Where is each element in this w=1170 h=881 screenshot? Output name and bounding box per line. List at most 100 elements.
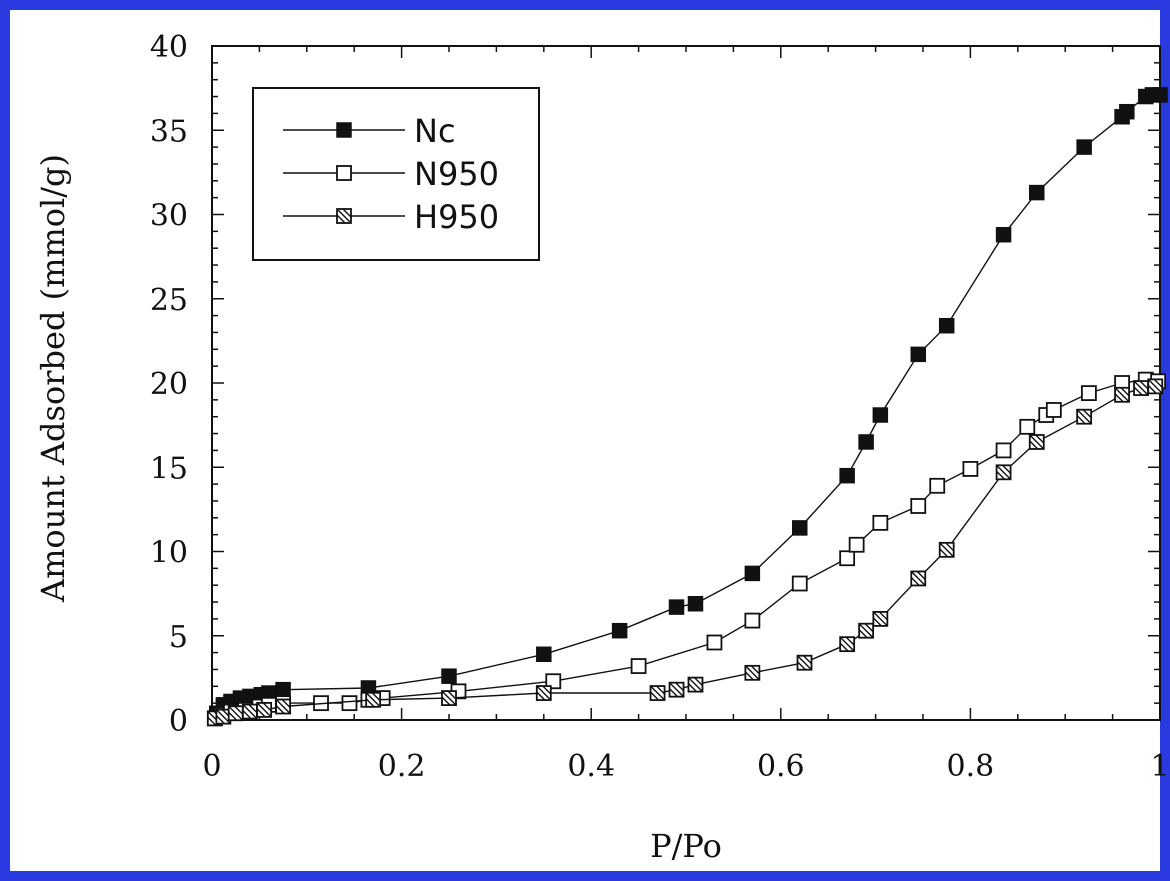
hatch-line <box>911 576 920 586</box>
x-axis-title: P/Po <box>650 827 722 865</box>
data-point <box>744 612 761 629</box>
data-point <box>275 681 291 698</box>
hatch-line <box>276 704 285 714</box>
hatch-line <box>939 547 949 557</box>
marker-body <box>275 681 291 698</box>
marker-hatch <box>996 465 1011 480</box>
hatch-line <box>859 628 868 638</box>
marker-hatch <box>242 704 257 719</box>
marker-body <box>336 122 352 138</box>
hatch-line <box>257 707 266 717</box>
x-tick-label: 0.8 <box>947 749 995 784</box>
data-point <box>1019 418 1036 435</box>
hatch-line <box>536 691 546 701</box>
marker-hatch <box>257 702 272 717</box>
hatch-line <box>442 696 451 706</box>
x-tick-label: 0.4 <box>567 749 615 784</box>
series-layer <box>206 87 1168 727</box>
data-point <box>744 565 761 582</box>
y-tick-labels: 0 5 10 15 20 25 30 35 40 <box>150 30 188 739</box>
marker-hatch <box>840 637 855 652</box>
data-point <box>706 634 723 651</box>
data-point <box>791 575 808 592</box>
y-tick-label: 40 <box>150 30 188 65</box>
data-point <box>1028 434 1045 450</box>
data-point <box>215 708 232 725</box>
data-point <box>441 690 457 706</box>
marker-body <box>441 668 457 684</box>
marker-hatch <box>442 691 456 706</box>
hatch-line <box>845 637 855 647</box>
hatch-line <box>207 716 217 726</box>
hatch-line <box>650 686 665 701</box>
legend-marker <box>336 208 352 224</box>
data-point <box>910 570 927 587</box>
hatch-line <box>688 682 697 692</box>
marker-body <box>910 498 927 514</box>
hatch-line <box>1115 392 1124 402</box>
hatch-line <box>996 470 1006 480</box>
hatch-line <box>248 704 257 714</box>
x-tick-label: 0 <box>202 749 221 784</box>
hatch-line <box>216 714 225 724</box>
hatch-line <box>281 699 291 709</box>
hatch-line <box>342 209 351 218</box>
hatch-line <box>1134 381 1149 396</box>
marker-body <box>1019 418 1036 435</box>
hatch-line <box>916 571 926 581</box>
data-point <box>848 536 865 553</box>
hatch-line <box>1029 434 1044 449</box>
data-point <box>441 668 457 684</box>
hatch-line <box>442 691 456 706</box>
marker-hatch <box>1134 381 1149 396</box>
hatch-line <box>1148 384 1157 394</box>
data-point <box>1114 386 1130 403</box>
hatch-line <box>1120 387 1130 397</box>
data-point <box>1152 87 1168 103</box>
data-point <box>341 695 358 712</box>
y-tick-label: 25 <box>150 283 188 318</box>
hatch-line <box>257 702 272 717</box>
hatch-line <box>276 699 291 714</box>
hatch-line <box>542 686 551 696</box>
marker-hatch <box>276 699 291 714</box>
data-point <box>858 434 874 450</box>
y-axis-title: Amount Adsorbed (mmol/g) <box>34 154 72 603</box>
hatch-line <box>1029 439 1039 449</box>
legend-box <box>252 87 540 261</box>
marker-body <box>929 477 946 494</box>
data-point <box>1029 184 1045 201</box>
hatch-line <box>873 616 882 626</box>
hatch-line <box>366 697 375 707</box>
hatch-line <box>878 611 888 621</box>
marker-hatch <box>745 665 760 680</box>
data-point <box>858 622 875 639</box>
data-point <box>744 664 761 681</box>
data-point <box>872 611 889 627</box>
marker-hatch <box>1148 379 1163 394</box>
marker-body <box>687 595 704 612</box>
data-point <box>938 541 955 558</box>
data-point <box>668 681 685 698</box>
x-tick-label: 0.6 <box>757 749 805 784</box>
legend: Nc N950 H950 <box>252 87 540 261</box>
marker-body <box>791 575 808 592</box>
hatch-line <box>1153 379 1163 389</box>
data-point <box>630 658 647 674</box>
y-tick-label: 5 <box>169 620 188 655</box>
hatch-line <box>911 571 926 586</box>
marker-body <box>872 407 889 423</box>
hatch-line <box>242 709 252 719</box>
hatch-line <box>1035 434 1044 444</box>
marker-body <box>792 520 808 536</box>
hatch-line <box>1139 381 1149 391</box>
marker-body <box>630 658 647 674</box>
marker-hatch <box>911 571 926 586</box>
data-point <box>839 550 856 567</box>
data-point <box>611 622 628 639</box>
y-tick-label: 10 <box>150 536 188 571</box>
hatch-line <box>216 709 231 724</box>
marker-body <box>995 226 1012 243</box>
hatch-line <box>262 702 272 712</box>
